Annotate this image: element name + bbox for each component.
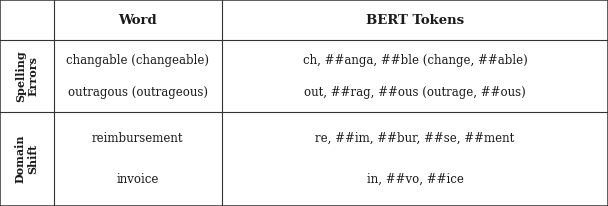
- Text: out, ##rag, ##ous (outrage, ##ous): out, ##rag, ##ous (outrage, ##ous): [304, 85, 526, 99]
- Text: reimbursement: reimbursement: [92, 132, 184, 145]
- Text: invoice: invoice: [117, 173, 159, 186]
- Text: Spelling
Errors: Spelling Errors: [15, 50, 39, 102]
- Text: re, ##im, ##bur, ##se, ##ment: re, ##im, ##bur, ##se, ##ment: [316, 132, 514, 145]
- Text: Word: Word: [119, 14, 157, 27]
- Text: in, ##vo, ##ice: in, ##vo, ##ice: [367, 173, 463, 186]
- Text: ch, ##anga, ##ble (change, ##able): ch, ##anga, ##ble (change, ##able): [303, 54, 527, 67]
- Text: Domain
Shift: Domain Shift: [15, 135, 39, 183]
- Text: outragous (outrageous): outragous (outrageous): [67, 85, 208, 99]
- Text: BERT Tokens: BERT Tokens: [366, 14, 464, 27]
- Text: changable (changeable): changable (changeable): [66, 54, 209, 67]
